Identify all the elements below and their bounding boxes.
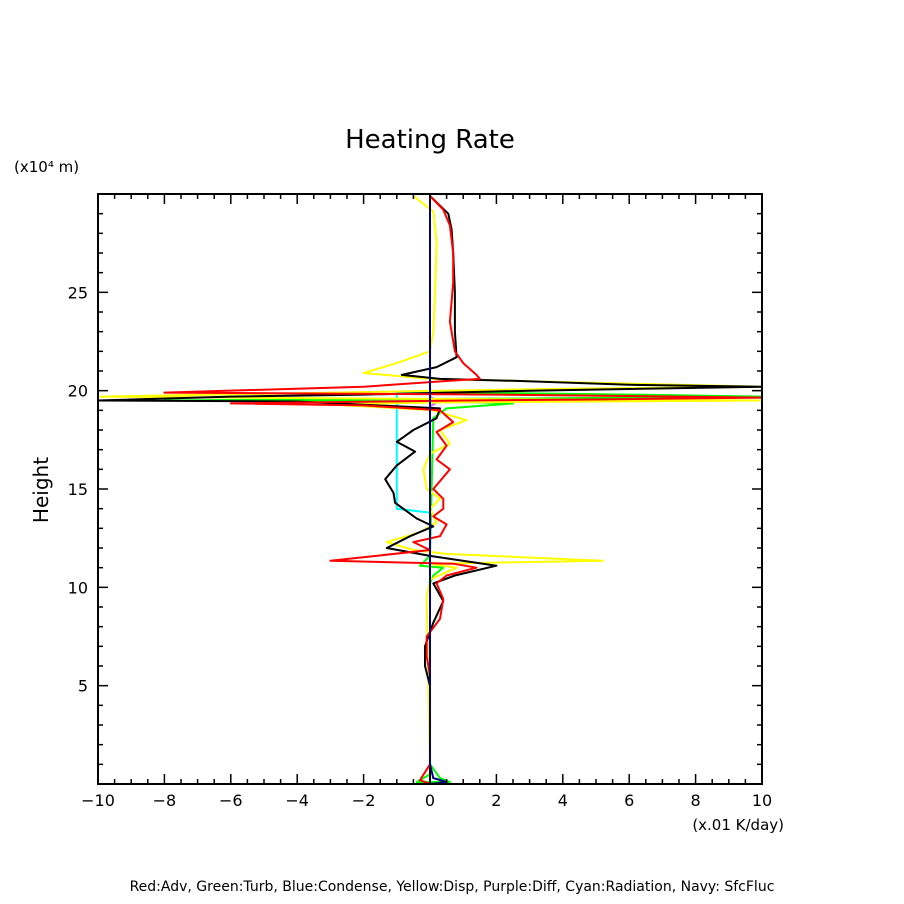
x-tick-label: −6 <box>219 791 243 810</box>
x-tick-label: 0 <box>425 791 435 810</box>
x-tick-label: −4 <box>285 791 309 810</box>
chart-title: Heating Rate <box>345 125 515 155</box>
series-total-line <box>98 195 762 784</box>
y-axis-title: Height <box>29 457 53 523</box>
x-tick-label: 6 <box>624 791 634 810</box>
series-adv-line <box>163 195 762 784</box>
y-tick-label: 10 <box>68 578 88 597</box>
series-disp-line <box>98 195 762 784</box>
series-layer <box>98 194 762 784</box>
x-tick-label: −2 <box>352 791 376 810</box>
x-tick-label: 4 <box>558 791 568 810</box>
legend-text: Red:Adv, Green:Turb, Blue:Condense, Yell… <box>130 879 775 895</box>
x-axis-title: (x.01 K/day) <box>692 816 784 834</box>
y-tick-label: 5 <box>78 677 88 696</box>
x-tick-label: 2 <box>491 791 501 810</box>
y-tick-label: 20 <box>68 382 88 401</box>
y-tick-label: 25 <box>68 283 88 302</box>
y-tick-label: 15 <box>68 480 88 499</box>
series-turb-line <box>163 389 762 784</box>
y-ticks: 5 10 15 20 25 <box>68 212 762 766</box>
x-tick-label: −10 <box>81 791 115 810</box>
x-ticks: −10 −8 −6 −4 −2 0 2 4 6 8 10 <box>81 194 772 810</box>
x-tick-label: −8 <box>153 791 177 810</box>
y-unit-label: (x10⁴ m) <box>14 158 79 176</box>
x-tick-label: 8 <box>691 791 701 810</box>
series-sfcfluc-line <box>429 194 448 784</box>
x-tick-label: 10 <box>752 791 772 810</box>
